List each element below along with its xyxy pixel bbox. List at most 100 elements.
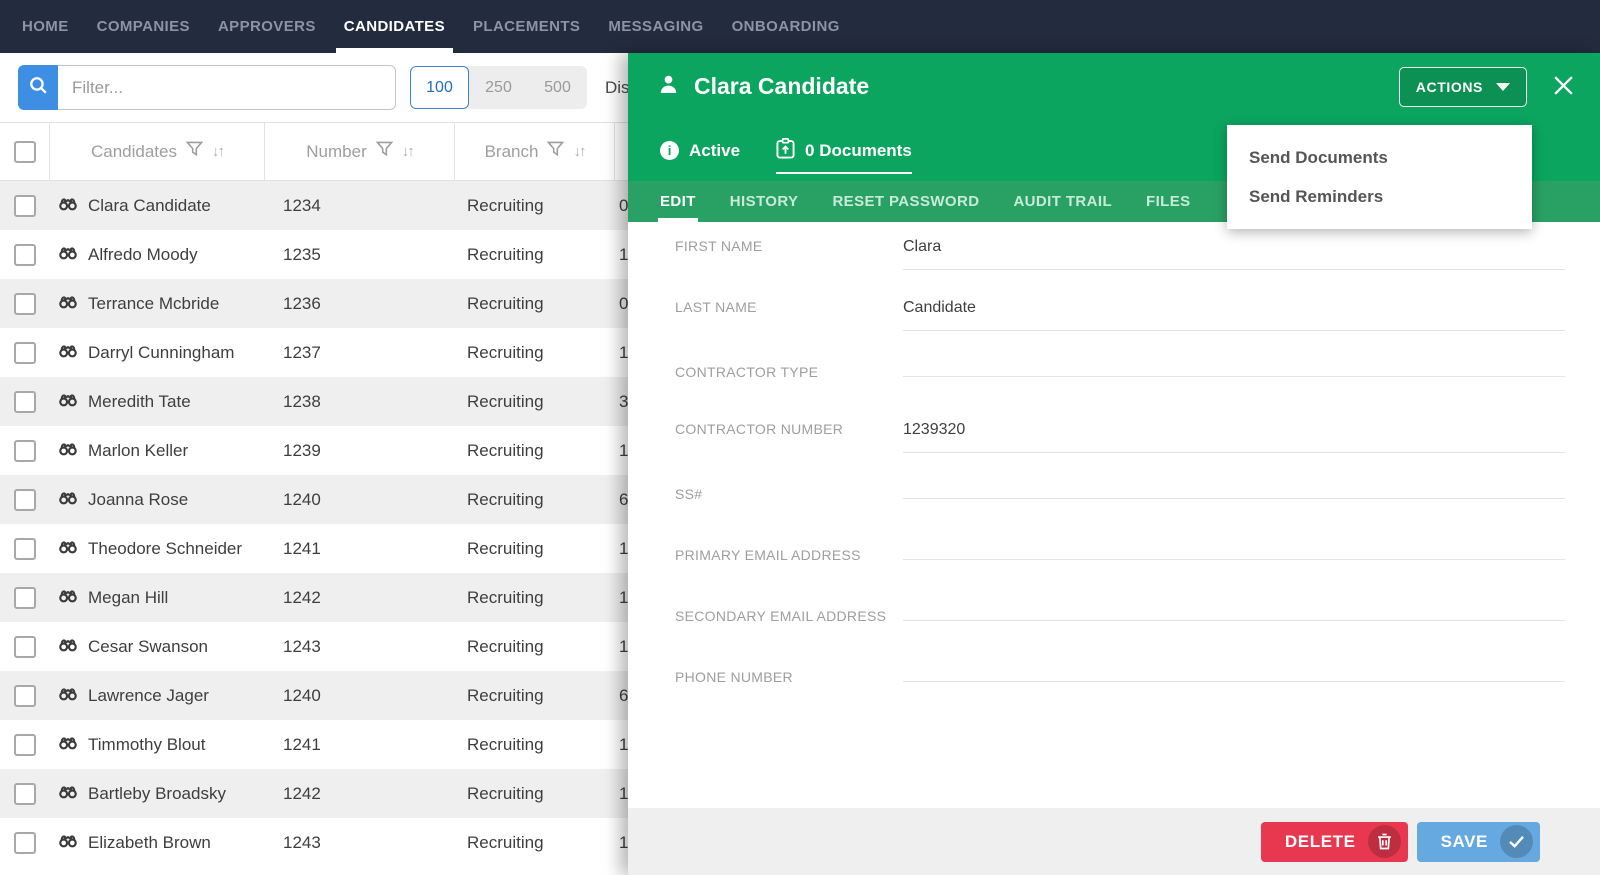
tab-edit[interactable]: EDIT (658, 181, 698, 222)
save-button[interactable]: SAVE (1416, 821, 1540, 862)
page-size-100[interactable]: 100 (410, 66, 469, 109)
row-checkbox[interactable] (14, 341, 36, 364)
documents-badge[interactable]: 0 Documents (776, 137, 912, 174)
filter-input[interactable] (58, 65, 396, 110)
candidate-status-partial: 0 (619, 293, 629, 313)
candidate-status-partial: 1 (619, 587, 629, 607)
displaying-text: Dis (605, 77, 630, 97)
sort-icon[interactable]: ↓↑ (401, 143, 415, 160)
column-header-candidates[interactable]: Candidates ↓↑ (50, 123, 265, 180)
form-field-first-name: FIRST NAME Clara (675, 238, 1565, 299)
filter-funnel-icon[interactable] (185, 141, 204, 162)
field-label: FIRST NAME (675, 238, 763, 254)
candidate-status-partial: 1 (619, 538, 629, 558)
candidate-branch: Recruiting (467, 734, 544, 754)
candidate-status-partial: 1 (619, 832, 629, 852)
filter-funnel-icon[interactable] (547, 141, 565, 162)
row-checkbox[interactable] (14, 782, 36, 805)
table-row[interactable]: Joanna Rose 1240 Recruiting 6 (0, 475, 700, 524)
nav-item-messaging[interactable]: MESSAGING (608, 18, 704, 35)
candidate-status-partial: 1 (619, 342, 629, 362)
row-checkbox[interactable] (14, 831, 36, 854)
form-field-primary-email-address: PRIMARY EMAIL ADDRESS (675, 543, 1565, 604)
candidate-name: Megan Hill (88, 587, 169, 607)
field-input[interactable] (903, 604, 1565, 621)
page-size-500[interactable]: 500 (528, 66, 587, 109)
row-checkbox[interactable] (14, 684, 36, 707)
table-row[interactable]: Alfredo Moody 1235 Recruiting 1 (0, 230, 700, 279)
candidate-status-partial: 6 (619, 685, 629, 705)
row-checkbox[interactable] (14, 439, 36, 462)
field-label: CONTRACTOR TYPE (675, 364, 819, 380)
row-checkbox[interactable] (14, 243, 36, 266)
table-row[interactable]: Clara Candidate 1234 Recruiting 0 (0, 181, 700, 230)
search-button[interactable] (18, 65, 58, 110)
tab-audit-trail[interactable]: AUDIT TRAIL (1013, 193, 1113, 210)
binoculars-icon (58, 536, 78, 561)
close-icon (1551, 73, 1576, 101)
field-input[interactable]: Clara (903, 238, 1565, 270)
candidate-name: Timmothy Blout (88, 734, 206, 754)
row-checkbox[interactable] (14, 292, 36, 315)
delete-button[interactable]: DELETE (1260, 821, 1408, 862)
row-checkbox[interactable] (14, 537, 36, 560)
table-row[interactable]: Megan Hill 1242 Recruiting 1 (0, 573, 700, 622)
table-row[interactable]: Theodore Schneider 1241 Recruiting 1 (0, 524, 700, 573)
row-checkbox[interactable] (14, 635, 36, 658)
candidate-name: Cesar Swanson (88, 636, 209, 656)
top-nav: HOME COMPANIES APPROVERS CANDIDATES PLACEMEN… (0, 0, 1600, 53)
tab-files[interactable]: FILES (1146, 193, 1191, 210)
row-checkbox[interactable] (14, 390, 36, 413)
table-row[interactable]: Terrance Mcbride 1236 Recruiting 0 (0, 279, 700, 328)
nav-item-home[interactable]: HOME (22, 18, 69, 35)
binoculars-icon (58, 732, 78, 757)
close-button[interactable] (1551, 73, 1576, 101)
column-header-branch[interactable]: Branch ↓↑ (455, 123, 615, 180)
row-checkbox[interactable] (14, 586, 36, 609)
nav-item-approvers[interactable]: APPROVERS (217, 18, 316, 35)
table-row[interactable]: Meredith Tate 1238 Recruiting 3 (0, 377, 700, 426)
field-input[interactable]: 1239320 (903, 421, 1565, 453)
field-input[interactable]: Candidate (903, 299, 1565, 331)
table-row[interactable]: Darryl Cunningham 1237 Recruiting 1 (0, 328, 700, 377)
info-icon: i (660, 141, 679, 160)
column-header-number[interactable]: Number ↓↑ (265, 123, 455, 180)
candidate-number: 1240 (283, 489, 321, 509)
filter-funnel-icon[interactable] (375, 141, 394, 162)
nav-item-onboarding[interactable]: ONBOARDING (731, 18, 840, 35)
field-input[interactable] (903, 543, 1565, 560)
row-checkbox[interactable] (14, 194, 36, 217)
table-row[interactable]: Cesar Swanson 1243 Recruiting 1 (0, 622, 700, 671)
sort-icon[interactable]: ↓↑ (212, 143, 225, 160)
sort-icon[interactable]: ↓↑ (573, 143, 586, 160)
actions-button[interactable]: ACTIONS (1398, 66, 1527, 107)
select-all-checkbox[interactable] (13, 140, 36, 163)
field-label: SS# (675, 486, 703, 502)
binoculars-icon (58, 340, 78, 365)
tab-history[interactable]: HISTORY (729, 193, 799, 210)
field-input[interactable] (903, 665, 1565, 682)
candidate-branch: Recruiting (467, 489, 544, 509)
row-checkbox[interactable] (14, 488, 36, 511)
nav-item-candidates[interactable]: CANDIDATES (330, 0, 459, 53)
table-row[interactable]: Bartleby Broadsky 1242 Recruiting 1 (0, 769, 700, 818)
field-input[interactable] (903, 482, 1565, 499)
edit-form: FIRST NAME Clara LAST NAME Candidate CON… (628, 222, 1600, 808)
form-field-ss: SS# (675, 482, 1565, 543)
chevron-down-icon (1496, 82, 1510, 91)
candidate-status-partial: 1 (619, 734, 629, 754)
menu-item-send-documents[interactable]: Send Documents (1249, 147, 1388, 167)
table-row[interactable]: Marlon Keller 1239 Recruiting 1 (0, 426, 700, 475)
table-row[interactable]: Timmothy Blout 1241 Recruiting 1 (0, 720, 700, 769)
field-input[interactable] (903, 360, 1565, 377)
table-row[interactable]: Elizabeth Brown 1243 Recruiting 1 (0, 818, 700, 867)
binoculars-icon (58, 781, 78, 806)
nav-item-companies[interactable]: COMPANIES (96, 18, 190, 35)
nav-item-placements[interactable]: PLACEMENTS (472, 18, 581, 35)
table-row[interactable]: Lawrence Jager 1240 Recruiting 6 (0, 671, 700, 720)
field-label: SECONDARY EMAIL ADDRESS (675, 608, 887, 624)
menu-item-send-reminders[interactable]: Send Reminders (1249, 186, 1384, 206)
row-checkbox[interactable] (14, 733, 36, 756)
tab-reset-password[interactable]: RESET PASSWORD (832, 193, 980, 210)
page-size-250[interactable]: 250 (469, 66, 528, 109)
